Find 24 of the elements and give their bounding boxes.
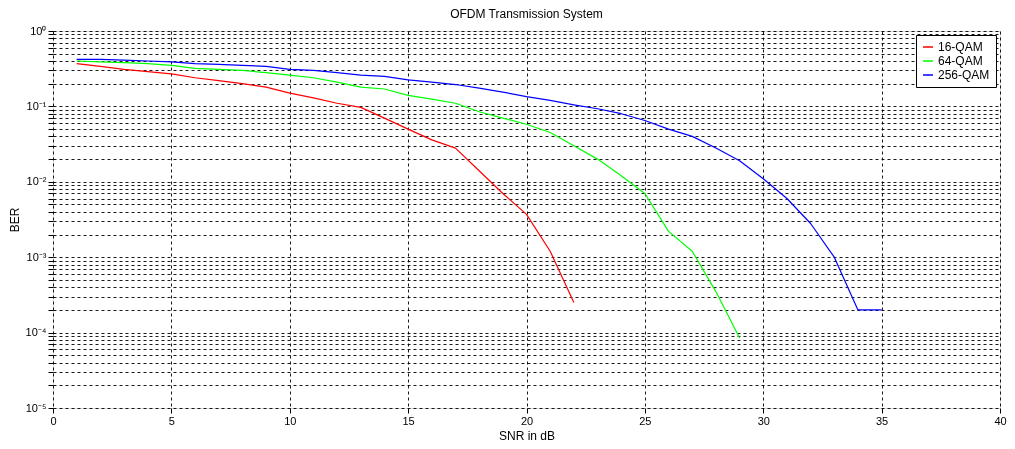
- line-series: [76, 62, 575, 304]
- x-tick-label: 0: [50, 414, 57, 427]
- x-tick-label: 15: [402, 414, 415, 427]
- line-series: [76, 60, 741, 339]
- legend-label: 16-QAM: [938, 40, 983, 54]
- x-tick-label: 35: [876, 414, 889, 427]
- y-tick-label: 10⁰: [30, 24, 47, 37]
- legend-label: 256-QAM: [938, 68, 990, 82]
- x-tick-label: 25: [639, 414, 652, 427]
- x-tick-label: 40: [994, 414, 1007, 427]
- x-tick-label: 10: [284, 414, 297, 427]
- y-tick-label: 10⁻³: [26, 250, 47, 263]
- x-tick-label: 30: [757, 414, 770, 427]
- legend-label: 64-QAM: [938, 54, 983, 68]
- chart-title: OFDM Transmission System: [450, 7, 603, 21]
- y-axis-title: BER: [7, 207, 22, 233]
- x-axis-title: SNR in dB: [498, 428, 556, 443]
- y-tick-label: 10⁻²: [26, 175, 47, 188]
- y-tick-label: 10⁻¹: [26, 99, 47, 112]
- y-tick-label: 10⁻⁵: [25, 401, 47, 414]
- line-series: [76, 58, 883, 311]
- x-tick-label: 5: [168, 414, 175, 427]
- y-tick-label: 10⁻⁴: [25, 326, 47, 339]
- x-tick-label: 20: [520, 414, 534, 427]
